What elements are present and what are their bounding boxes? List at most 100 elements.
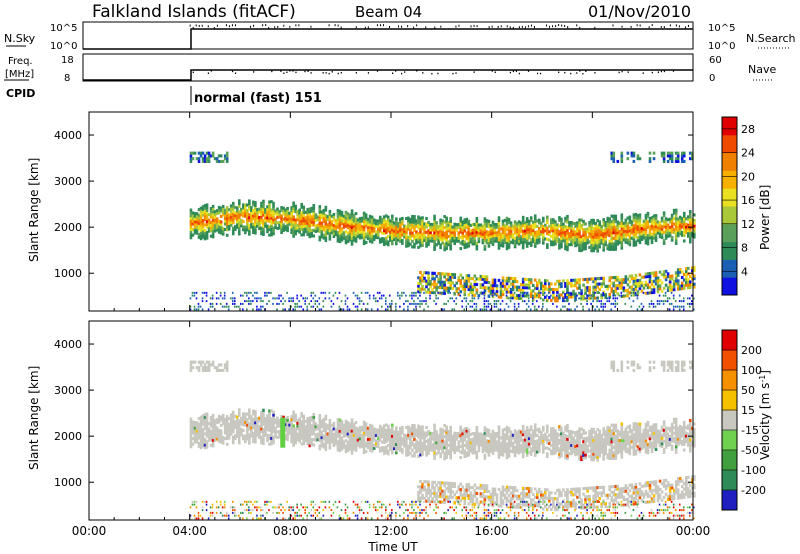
power-cell: [626, 291, 630, 295]
velocity-cell: [318, 506, 321, 509]
velocity-cell: [217, 506, 220, 509]
power-cell: [441, 235, 444, 240]
velocity-cell: [395, 440, 398, 444]
power-cell: [362, 214, 366, 218]
velocity-cell: [348, 428, 352, 432]
power-cell: [314, 302, 317, 305]
power-cell: [479, 223, 483, 227]
power-cell: [219, 291, 222, 294]
power-cell: [620, 243, 624, 247]
power-cell: [318, 302, 321, 305]
power-cell: [590, 229, 593, 233]
power-cell: [622, 221, 626, 225]
power-cell: [441, 227, 444, 231]
power-cell: [688, 218, 692, 222]
velocity-cell: [324, 436, 328, 440]
power-cell: [678, 294, 681, 297]
power-cell: [608, 245, 612, 249]
velocity-cell: [330, 440, 334, 444]
power-cell: [574, 235, 577, 239]
power-cell: [566, 234, 569, 238]
power-cell: [370, 232, 374, 236]
power-cell: [350, 217, 354, 221]
power-cell: [596, 285, 599, 289]
power-cell: [666, 286, 670, 290]
power-cell: [533, 217, 537, 221]
velocity-cell: [246, 420, 249, 424]
power-cell: [421, 284, 424, 288]
power-cell: [219, 294, 222, 297]
velocity-cell: [231, 511, 234, 514]
velocity-cell: [397, 500, 399, 503]
power-cell: [586, 288, 589, 292]
power-cell: [451, 281, 454, 285]
power-cell: [578, 286, 581, 290]
power-cell: [465, 297, 468, 300]
power-cell: [439, 232, 442, 236]
power-cell: [483, 277, 487, 282]
power-cell: [676, 284, 680, 288]
power-cell: [264, 291, 266, 294]
power-colorbar-swatch: [722, 259, 737, 278]
power-cell: [676, 282, 680, 286]
power-cell: [471, 231, 475, 235]
power-cell: [686, 302, 689, 305]
power-cell: [268, 225, 271, 229]
velocity-cell: [310, 500, 313, 503]
nsky-point: [630, 25, 632, 28]
power-cell: [413, 226, 416, 230]
power-cell: [630, 236, 634, 240]
power-cell: [596, 305, 598, 308]
power-cell: [346, 234, 350, 238]
power-cell: [630, 288, 634, 292]
velocity-cell: [294, 413, 297, 417]
power-cell: [431, 274, 434, 278]
power-cell: [405, 300, 407, 303]
power-cell: [254, 225, 257, 230]
velocity-cell: [362, 442, 366, 446]
power-cell: [648, 302, 651, 305]
power-cell: [670, 230, 674, 234]
velocity-cell: [399, 446, 402, 450]
power-cell: [632, 218, 636, 222]
velocity-cell: [318, 427, 322, 432]
power-cell: [467, 279, 471, 283]
power-cell: [380, 305, 383, 308]
power-cell: [211, 207, 215, 211]
power-cell: [419, 270, 422, 274]
nave-point: [280, 70, 282, 72]
velocity-cell: [372, 427, 376, 431]
power-cell: [433, 245, 436, 249]
power-cell: [403, 230, 406, 234]
power-cell: [433, 234, 436, 238]
power-cell: [195, 223, 199, 227]
velocity-cell: [376, 428, 380, 432]
velocity-cell: [340, 442, 344, 446]
power-cell: [435, 232, 438, 236]
power-cell: [501, 300, 504, 303]
power-cell: [614, 294, 617, 297]
power-cell: [191, 216, 195, 221]
power-cell: [439, 226, 442, 230]
power-cell: [650, 300, 653, 303]
power-cell: [556, 290, 559, 294]
power-cell: [511, 241, 515, 245]
power-cell: [302, 219, 306, 223]
power-cell: [201, 151, 205, 155]
power-cell: [690, 154, 694, 158]
power-cell: [558, 297, 560, 300]
power-cell: [256, 208, 259, 212]
power-cell: [527, 300, 530, 303]
power-cell: [409, 220, 412, 224]
velocity-cell: [384, 509, 387, 512]
power-cell: [391, 225, 394, 229]
power-cell: [320, 229, 324, 233]
velocity-cell: [244, 417, 247, 422]
power-cell: [415, 238, 418, 242]
velocity-cell: [336, 426, 340, 430]
power-cell: [294, 221, 297, 225]
velocity-cell: [292, 416, 295, 420]
velocity-cell: [368, 440, 372, 444]
power-cell: [386, 221, 390, 225]
power-cell: [680, 159, 684, 163]
